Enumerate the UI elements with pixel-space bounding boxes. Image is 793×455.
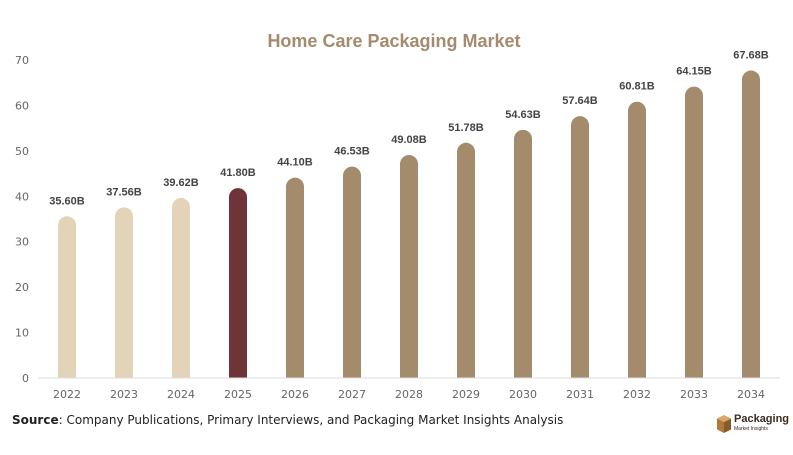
x-axis: 2022 2023 2024 2025 2026 2027 2028 2029 2030 2031… <box>53 388 765 401</box>
x-tick-label: 2028 <box>395 388 423 401</box>
source-text: : Company Publications, Primary Intervie… <box>58 413 564 427</box>
bar-2034 <box>742 70 760 378</box>
y-tick-label: 30 <box>15 236 29 249</box>
data-label: 51.78B <box>448 122 484 134</box>
logo-name: Packaging <box>734 413 790 425</box>
chart-title: Home Care Packaging Market <box>267 31 520 51</box>
y-axis: 0 10 20 30 40 50 60 70 <box>15 54 29 385</box>
bar-2023 <box>115 207 133 378</box>
data-label: 64.15B <box>676 66 712 78</box>
data-label: 41.80B <box>220 167 256 179</box>
data-label: 60.81B <box>619 81 655 93</box>
x-tick-label: 2034 <box>737 388 765 401</box>
source-note: Source: Company Publications, Primary In… <box>12 413 563 427</box>
y-tick-label: 0 <box>22 372 29 385</box>
bar-2024 <box>172 198 190 378</box>
data-label: 46.53B <box>334 146 370 158</box>
data-label: 54.63B <box>505 109 541 121</box>
data-label: 49.08B <box>391 134 427 146</box>
x-tick-label: 2027 <box>338 388 366 401</box>
bar-2033 <box>685 86 703 378</box>
source-label: Source <box>12 413 59 427</box>
data-label: 44.10B <box>277 157 313 169</box>
bar-2028 <box>400 155 418 378</box>
x-tick-label: 2032 <box>623 388 651 401</box>
data-label: 39.62B <box>163 177 199 189</box>
data-label: 67.68B <box>733 50 769 62</box>
data-label: 35.60B <box>49 195 85 207</box>
y-tick-label: 60 <box>15 99 29 112</box>
bar-2031 <box>571 116 589 378</box>
x-tick-label: 2030 <box>509 388 537 401</box>
bars: 35.60B 37.56B 39.62B 41.80B 44.10B 46.53B 49.0… <box>49 50 769 379</box>
y-tick-label: 50 <box>15 145 29 158</box>
bar-2025 <box>229 188 247 378</box>
brand-logo: Packaging Market Insights <box>716 412 790 436</box>
x-tick-label: 2026 <box>281 388 309 401</box>
bar-2032 <box>628 101 646 379</box>
x-tick-label: 2029 <box>452 388 480 401</box>
y-tick-label: 40 <box>15 190 29 203</box>
bar-2022 <box>58 216 76 378</box>
data-label: 37.56B <box>106 186 142 198</box>
x-tick-label: 2033 <box>680 388 708 401</box>
data-label: 57.64B <box>562 95 598 107</box>
y-tick-label: 20 <box>15 281 29 294</box>
logo-subtitle: Market Insights <box>734 426 768 432</box>
bar-2030 <box>514 129 532 378</box>
x-tick-label: 2024 <box>167 388 195 401</box>
bar-2026 <box>286 177 304 378</box>
x-tick-label: 2023 <box>110 388 138 401</box>
bar-2027 <box>343 166 361 378</box>
x-tick-label: 2022 <box>53 388 81 401</box>
box-icon <box>717 415 731 433</box>
x-tick-label: 2025 <box>224 388 252 401</box>
y-tick-label: 10 <box>15 327 29 340</box>
y-tick-label: 70 <box>15 54 29 67</box>
bar-2029 <box>457 142 475 378</box>
x-tick-label: 2031 <box>566 388 594 401</box>
